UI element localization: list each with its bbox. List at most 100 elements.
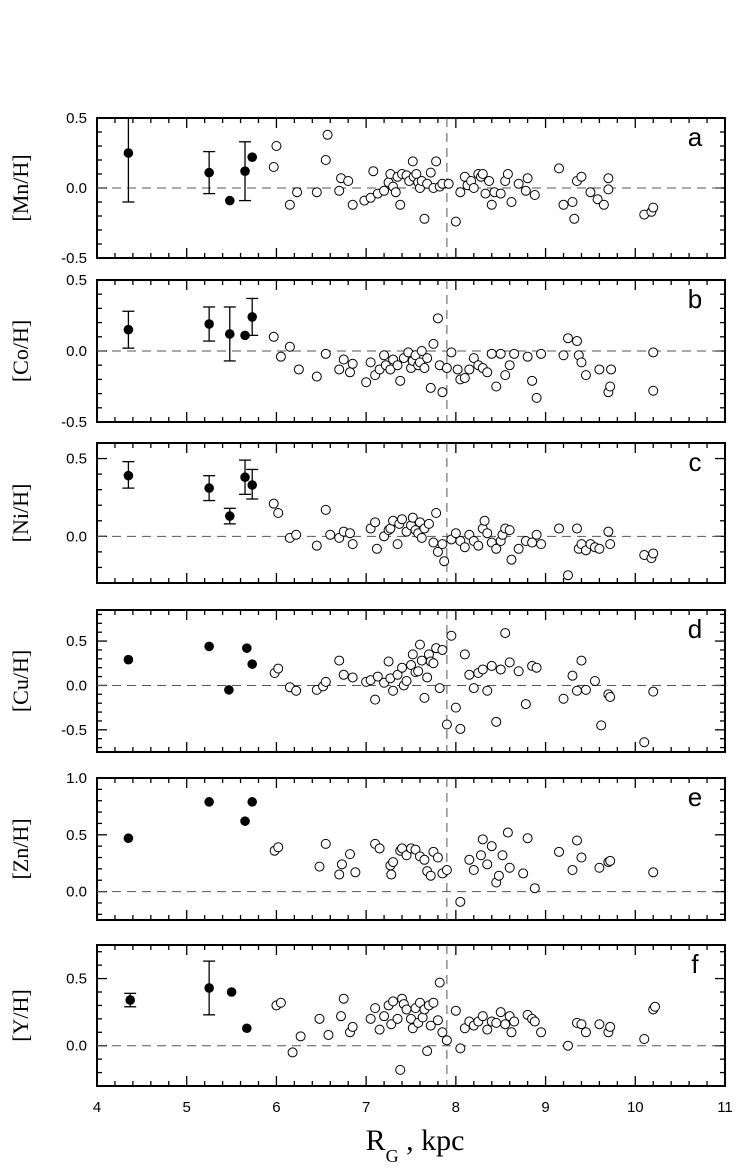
y-axis-label: [Cu/H]	[8, 650, 33, 712]
open-point	[468, 865, 479, 876]
filled-point	[247, 797, 258, 807]
open-point	[563, 333, 573, 344]
open-point	[338, 669, 349, 680]
open-point	[504, 360, 515, 371]
open-point	[606, 364, 617, 375]
open-point	[536, 348, 547, 359]
open-point	[522, 351, 533, 362]
open-point	[576, 357, 587, 368]
open-point	[437, 539, 448, 550]
filled-point	[240, 472, 250, 483]
open-point	[522, 173, 533, 184]
open-point	[580, 370, 591, 381]
open-point	[569, 213, 580, 224]
open-point	[273, 663, 284, 674]
open-point	[311, 371, 322, 382]
y-tick-label: 0.0	[66, 343, 87, 360]
open-point	[506, 1027, 517, 1038]
open-point	[605, 381, 616, 392]
open-point	[522, 833, 533, 844]
open-point	[594, 862, 605, 873]
open-point	[477, 664, 488, 675]
open-point	[558, 693, 569, 704]
open-point	[406, 660, 416, 671]
panels-group: -0.5 0.0 0.5 a [Mn/H] -0.5 0.0 0.5 b [Co/H] 0.0 0.5…	[8, 110, 726, 1087]
filled-point	[123, 324, 134, 335]
x-axis-label-rest: , kpc	[399, 1124, 465, 1157]
open-point	[425, 1020, 436, 1031]
open-point	[500, 370, 511, 381]
open-point	[491, 716, 502, 727]
panel-frame	[96, 777, 726, 921]
open-point	[390, 187, 401, 198]
open-point	[513, 666, 524, 677]
y-axis-label: [Zn/H]	[8, 818, 33, 879]
open-point	[531, 392, 542, 403]
panel-frame	[96, 944, 726, 1087]
open-point	[361, 377, 372, 388]
open-point	[344, 528, 355, 539]
open-point	[347, 1021, 358, 1032]
open-point	[434, 683, 445, 694]
open-point	[482, 1024, 493, 1035]
open-point	[379, 185, 390, 196]
open-point	[603, 526, 614, 537]
open-point	[425, 382, 436, 393]
filled-point	[247, 659, 258, 669]
open-point	[422, 672, 433, 683]
open-point	[648, 385, 659, 396]
y-tick-label: 0.5	[66, 827, 87, 844]
filled-point	[123, 470, 134, 481]
open-point	[320, 504, 331, 515]
filled-point	[224, 685, 234, 695]
open-point	[350, 867, 361, 878]
open-point	[419, 854, 430, 865]
open-point	[432, 313, 443, 324]
open-point	[336, 1011, 347, 1022]
open-point	[475, 850, 486, 861]
open-point	[428, 997, 439, 1008]
open-point	[459, 542, 470, 553]
x-axis-label-subscript: G	[386, 1146, 399, 1166]
open-point	[477, 169, 488, 179]
y-tick-label: -0.5	[61, 722, 87, 739]
open-point	[648, 202, 659, 213]
open-point	[273, 842, 284, 853]
open-point	[450, 528, 461, 539]
open-point	[365, 357, 376, 368]
panel-a: -0.5 0.0 0.5 a [Mn/H]	[8, 110, 726, 267]
open-point	[434, 977, 445, 988]
open-point	[502, 827, 513, 838]
open-point	[500, 1019, 511, 1030]
open-point	[407, 649, 418, 660]
x-axis-label-main: R	[366, 1124, 386, 1157]
open-point	[395, 1064, 406, 1075]
open-point	[410, 844, 421, 855]
open-point	[268, 331, 279, 342]
open-point	[432, 852, 443, 863]
open-point	[650, 1001, 661, 1012]
open-point	[401, 1004, 412, 1015]
filled-point	[123, 833, 134, 844]
open-point	[268, 162, 279, 172]
open-point	[594, 543, 605, 554]
open-point	[450, 1005, 461, 1016]
open-point	[567, 670, 578, 681]
open-point	[322, 129, 333, 140]
open-point	[502, 169, 513, 179]
open-point	[479, 515, 490, 526]
open-point	[323, 1029, 334, 1040]
open-point	[419, 692, 430, 703]
open-point	[338, 354, 349, 365]
open-point	[455, 1043, 466, 1054]
open-point	[576, 655, 587, 666]
open-point	[371, 543, 382, 554]
open-point	[417, 1012, 428, 1023]
open-point	[441, 719, 452, 730]
panel-frame	[96, 442, 726, 584]
open-point	[416, 655, 427, 666]
open-point	[571, 336, 582, 347]
y-tick-label: 0.0	[66, 1038, 87, 1055]
open-point	[291, 685, 302, 696]
open-point	[275, 997, 286, 1008]
